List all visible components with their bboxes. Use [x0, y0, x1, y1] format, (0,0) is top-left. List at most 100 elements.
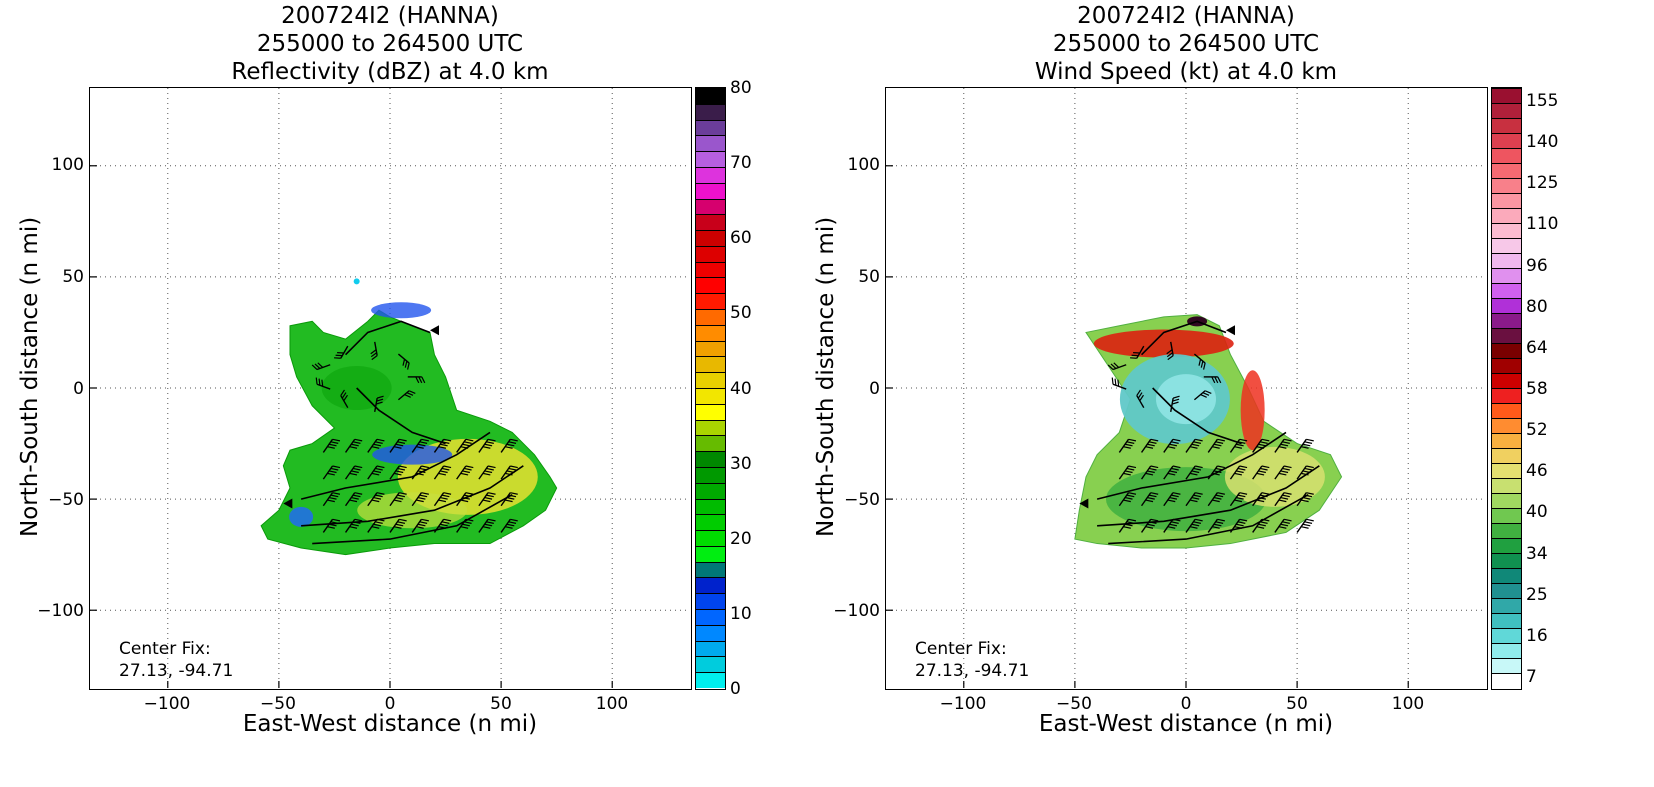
colorbar-swatch — [696, 640, 725, 657]
x-tick-label: 0 — [384, 694, 396, 714]
wind-barb — [1207, 438, 1225, 453]
center-fix-label: Center Fix: — [915, 639, 1007, 659]
colorbar-tick-label: 40 — [1526, 502, 1548, 523]
chart-title: 200724I2 (HANNA) 255000 to 264500 UTC Wi… — [886, 2, 1486, 86]
wind-barb — [1130, 345, 1145, 359]
colorbar-tick-label: 155 — [1526, 91, 1559, 111]
wind-barb — [1111, 377, 1127, 390]
x-axis-label: East-West distance (n mi) — [242, 711, 538, 737]
wind-barb — [456, 465, 474, 480]
wind-barb — [456, 438, 474, 453]
colorbar-tick-label: 7 — [1526, 667, 1537, 687]
colorbar — [695, 87, 726, 690]
colorbar-swatch — [696, 545, 725, 562]
x-tick-label: −100 — [143, 694, 191, 714]
wind-barb — [322, 465, 341, 480]
wind-barb — [1274, 492, 1292, 507]
wind-barb — [344, 465, 363, 480]
colorbar-tick-label: 58 — [1526, 379, 1548, 399]
echo-region — [289, 506, 314, 527]
colorbar-tick-label: 10 — [730, 603, 752, 624]
center-fix-coords: 27.13, -94.71 — [915, 661, 1030, 681]
colorbar-swatch — [1492, 298, 1521, 313]
echo-region — [1156, 374, 1216, 425]
track-arrow — [430, 325, 439, 336]
colorbar-swatch — [696, 435, 725, 452]
chart-title: 200724I2 (HANNA) 255000 to 264500 UTC Re… — [90, 2, 690, 86]
colorbar-tick-label: 80 — [1526, 296, 1548, 317]
colorbar-swatch — [696, 88, 725, 104]
colorbar-swatch — [1492, 583, 1521, 598]
colorbar-swatch — [1492, 343, 1521, 358]
echo-region — [1224, 446, 1325, 507]
wind-barb — [411, 518, 429, 533]
colorbar-swatch — [696, 451, 725, 467]
colorbar-swatch — [696, 561, 725, 578]
title-line-2: 255000 to 264500 UTC — [1052, 31, 1320, 57]
colorbar-tick-label: 80 — [730, 78, 752, 98]
wind-barbs — [283, 320, 524, 545]
wind-barb — [1296, 438, 1314, 453]
y-axis-label: North-South distance (n mi) — [17, 216, 43, 537]
colorbar-tick-label: 30 — [730, 453, 752, 474]
colorbar-swatch — [1492, 673, 1521, 688]
colorbar-swatch — [1492, 538, 1521, 553]
x-tick-label: 50 — [490, 694, 512, 714]
colorbar-tick-label: 125 — [1526, 173, 1559, 194]
echo-region — [1093, 329, 1234, 358]
y-tick-label: 0 — [869, 379, 880, 399]
colorbar-swatch — [696, 466, 725, 483]
colorbar-swatch — [696, 119, 725, 136]
colorbar-swatch — [696, 514, 725, 531]
title-line-2: 255000 to 264500 UTC — [256, 31, 524, 57]
wind-barb — [1252, 518, 1270, 533]
y-tick-label: −100 — [37, 601, 84, 621]
colorbar-swatch — [1492, 178, 1521, 193]
colorbar-swatch — [1492, 133, 1521, 148]
colorbar-swatch — [696, 324, 725, 341]
wind-barb — [411, 465, 429, 480]
wind-barb — [340, 389, 349, 409]
colorbar-swatch — [1492, 418, 1521, 433]
colorbar-tick-label: 34 — [1526, 543, 1548, 564]
colorbar — [1491, 87, 1522, 690]
colorbar-swatch — [1492, 613, 1521, 628]
wind-barb — [344, 438, 363, 453]
colorbar-swatch — [696, 103, 725, 120]
colorbar-swatch — [1492, 448, 1521, 463]
colorbar-swatch — [696, 214, 725, 231]
colorbar-swatch — [1492, 523, 1521, 538]
wind-barb — [322, 518, 341, 533]
track-arrow — [283, 498, 293, 509]
flight-track — [1108, 493, 1309, 545]
echo-region — [353, 278, 360, 285]
wind-barb — [1229, 518, 1248, 533]
wind-barb — [1296, 518, 1314, 533]
colorbar-swatch — [1492, 148, 1521, 163]
wind-barb — [500, 438, 518, 453]
wind-barb — [389, 465, 407, 480]
colorbar-tick-label: 0 — [730, 679, 741, 699]
colorbar-swatch — [696, 609, 725, 625]
colorbar-swatch — [696, 672, 725, 688]
echo-field — [1074, 314, 1343, 549]
colorbar-swatch — [696, 340, 725, 357]
colorbar-swatch — [1492, 283, 1521, 298]
flight-track — [1152, 387, 1242, 445]
colorbar-swatch — [1492, 118, 1521, 133]
wind-barb — [478, 438, 496, 453]
colorbar-swatch — [1492, 478, 1521, 493]
colorbar-swatch — [1492, 88, 1521, 103]
colorbar-swatch — [696, 482, 725, 499]
colorbar-tick-label: 140 — [1526, 132, 1559, 153]
wind-barb — [367, 518, 385, 533]
title-line-3: Reflectivity (dBZ) at 4.0 km — [231, 59, 549, 85]
flight-track — [1140, 320, 1227, 356]
wind-barb — [1118, 465, 1137, 480]
y-axis-label: North-South distance (n mi) — [813, 216, 839, 537]
colorbar-tick-label: 20 — [730, 528, 752, 549]
wind-barb — [367, 438, 385, 453]
x-tick-label: −100 — [939, 694, 987, 714]
colorbar-swatch — [696, 372, 725, 388]
colorbar-swatch — [696, 151, 725, 167]
